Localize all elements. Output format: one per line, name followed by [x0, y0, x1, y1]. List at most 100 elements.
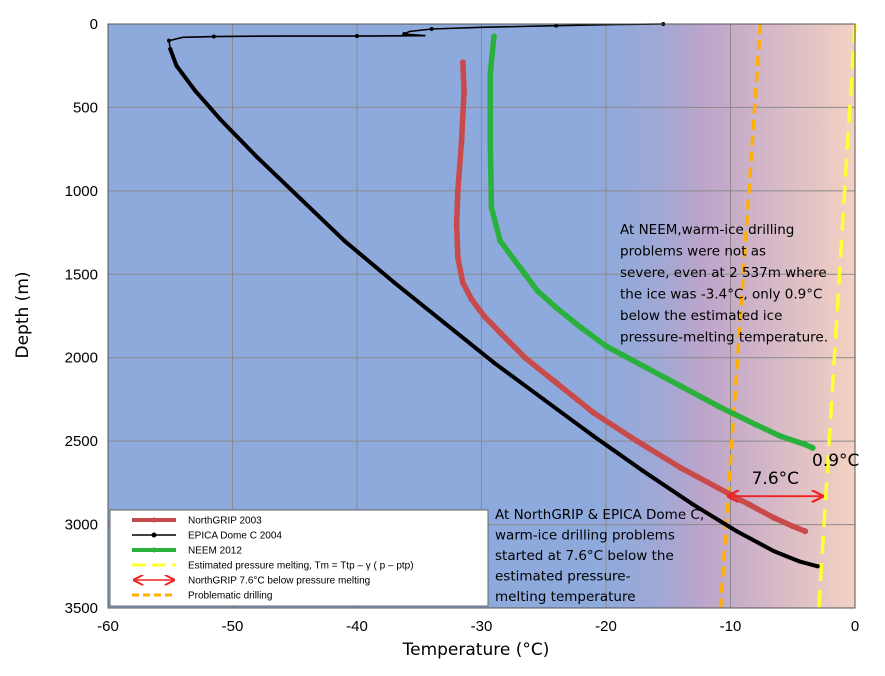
- y-tick-label: 1000: [65, 183, 98, 200]
- legend-item: Problematic drilling: [132, 591, 272, 602]
- data-point: [522, 354, 529, 361]
- axis-ticks: -60 -50 -40 -30 -20 -10 0 0 500 1000 1500 2000 2500 3…: [65, 16, 860, 635]
- plot-frame: [107, 23, 856, 609]
- data-point: [715, 403, 722, 410]
- y-tick-label: 500: [73, 99, 98, 116]
- epica-surface-segment: [168, 23, 664, 50]
- series-line: [168, 47, 820, 569]
- legend-marker: [151, 532, 157, 538]
- data-point: [715, 484, 722, 491]
- data-point: [590, 409, 597, 416]
- data-point: [497, 329, 504, 336]
- data-point: [677, 464, 684, 471]
- data-point: [459, 279, 466, 286]
- data-point: [641, 469, 646, 474]
- legend-box: [109, 509, 489, 607]
- x-tick-label: -20: [595, 618, 617, 635]
- data-point: [193, 88, 198, 93]
- data-point: [534, 287, 541, 294]
- data-point: [553, 304, 560, 311]
- x-tick-label: -60: [97, 618, 119, 635]
- series-line-estimated-pressure-melting-tm-ttp-p-ptp: [817, 23, 857, 609]
- data-point: [459, 59, 466, 66]
- data-point: [777, 433, 784, 440]
- data-point: [167, 38, 172, 43]
- northgrip-annotation-line: At NorthGRIP & EPICA Dome C,: [495, 507, 704, 523]
- legend-label: Problematic drilling: [188, 591, 272, 602]
- data-point: [255, 155, 260, 160]
- northgrip-annotation: At NorthGRIP & EPICA Dome C, warm-ice dri…: [495, 507, 704, 605]
- x-tick-label: -50: [222, 618, 244, 635]
- data-point: [802, 441, 809, 448]
- series-neem-2012: [487, 33, 816, 451]
- legend-marker: [151, 517, 157, 523]
- data-point: [429, 27, 434, 32]
- data-point: [809, 444, 816, 451]
- y-tick-label: 3500: [65, 600, 98, 617]
- legend-item: NorthGRIP 2003: [132, 516, 262, 527]
- data-point: [815, 564, 820, 569]
- data-point: [578, 324, 585, 331]
- neem-annotation-line: below the estimated ice: [620, 308, 782, 324]
- series-line-problematic-drilling: [718, 23, 763, 609]
- data-point: [468, 296, 475, 303]
- data-point: [218, 117, 223, 122]
- x-axis-title: Temperature (°C): [402, 640, 550, 660]
- reference-lines: [718, 23, 857, 609]
- legend-label: EPICA Dome C 2004: [188, 531, 282, 542]
- data-point: [392, 280, 397, 285]
- data-point: [771, 514, 778, 521]
- data-point: [553, 379, 560, 386]
- annotations: At NEEM,warm-ice drilling problems were n…: [495, 222, 859, 605]
- data-point: [491, 360, 496, 365]
- legend-label: NEEM 2012: [188, 546, 242, 557]
- data-point: [480, 313, 487, 319]
- legend-label: Estimated pressure melting, Tm = Ttp – γ…: [188, 561, 414, 572]
- data-point: [640, 363, 647, 370]
- data-point: [454, 187, 461, 194]
- neem-annotation-line: problems were not as: [620, 244, 766, 260]
- data-point: [772, 549, 777, 554]
- data-point: [461, 87, 468, 94]
- warm-zone-shading: [581, 24, 855, 608]
- y-tick-label: 3000: [65, 517, 98, 534]
- y-tick-label: 2500: [65, 433, 98, 450]
- y-axis-title: Depth (m): [13, 271, 33, 358]
- series-line: [487, 33, 816, 451]
- data-point: [355, 34, 359, 39]
- data-point: [603, 343, 609, 350]
- data-point: [211, 34, 216, 39]
- legend-label: NorthGRIP 2003: [188, 516, 262, 527]
- legend-item: Estimated pressure melting, Tm = Ttp – γ…: [132, 561, 414, 572]
- data-point: [677, 383, 684, 390]
- data-point: [453, 221, 460, 228]
- y-tick-label: 0: [90, 16, 98, 33]
- data-point: [174, 63, 179, 68]
- temperature-gap-arrow: 7.6°C: [728, 469, 823, 496]
- data-point: [487, 71, 494, 78]
- data-point: [752, 421, 759, 428]
- data-point: [522, 271, 529, 278]
- neem-annotation-line: pressure-melting temperature.: [620, 330, 828, 346]
- data-point: [487, 137, 494, 144]
- legend: NorthGRIP 2003 EPICA Dome C 2004 NEEM 2012…: [109, 509, 489, 607]
- x-tick-label: -40: [346, 618, 368, 635]
- legend-item: NEEM 2012: [132, 546, 242, 557]
- series-epica-dome-c-2004: [167, 22, 820, 569]
- data-point: [509, 254, 516, 261]
- gap-arrow-label: 7.6°C: [752, 469, 799, 489]
- data-point: [691, 502, 696, 507]
- plot-border: [107, 23, 856, 609]
- data-point: [342, 238, 347, 243]
- data-point: [454, 254, 461, 261]
- data-point: [734, 529, 739, 534]
- northgrip-annotation-line: started at 7.6°C below the: [495, 548, 674, 564]
- y-tick-label: 2000: [65, 350, 98, 367]
- data-point: [796, 559, 801, 564]
- x-tick-label: 0: [851, 618, 859, 635]
- x-tick-label: -30: [471, 618, 493, 635]
- data-point: [402, 32, 407, 37]
- data-point: [634, 438, 641, 445]
- data-point: [488, 204, 495, 211]
